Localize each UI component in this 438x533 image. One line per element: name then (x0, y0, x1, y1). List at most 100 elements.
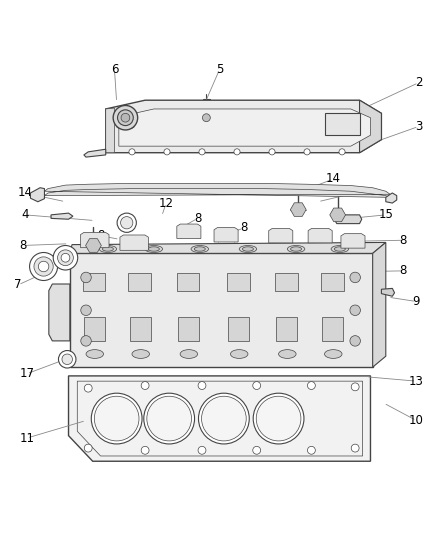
Text: 13: 13 (408, 375, 423, 387)
Bar (228, 317, 249, 341)
Polygon shape (51, 213, 73, 219)
Text: 9: 9 (412, 295, 419, 308)
Circle shape (146, 396, 191, 441)
Circle shape (84, 384, 92, 392)
Circle shape (253, 393, 303, 444)
Circle shape (268, 149, 275, 155)
Circle shape (117, 213, 136, 232)
Polygon shape (120, 235, 148, 251)
Polygon shape (381, 288, 394, 296)
Polygon shape (119, 109, 370, 146)
Circle shape (58, 351, 76, 368)
Ellipse shape (290, 247, 301, 251)
Circle shape (256, 396, 300, 441)
Circle shape (198, 446, 205, 454)
Circle shape (201, 396, 246, 441)
Circle shape (233, 149, 240, 155)
Ellipse shape (180, 350, 197, 358)
Bar (226, 273, 249, 290)
Circle shape (62, 354, 72, 365)
Ellipse shape (324, 350, 341, 358)
Polygon shape (44, 183, 389, 197)
Circle shape (252, 382, 260, 390)
Bar (275, 273, 297, 290)
Circle shape (81, 305, 91, 316)
Circle shape (113, 106, 138, 130)
Polygon shape (70, 243, 385, 253)
Circle shape (94, 396, 139, 441)
Polygon shape (372, 243, 385, 367)
Circle shape (163, 149, 170, 155)
Polygon shape (77, 381, 362, 456)
Text: 8: 8 (97, 229, 105, 243)
Bar (320, 273, 343, 290)
Bar (177, 317, 198, 341)
Circle shape (198, 149, 205, 155)
Polygon shape (84, 149, 106, 157)
Ellipse shape (99, 246, 117, 253)
Ellipse shape (278, 350, 295, 358)
Circle shape (307, 382, 314, 390)
Circle shape (84, 444, 92, 452)
Circle shape (91, 393, 142, 444)
Circle shape (38, 261, 49, 272)
Circle shape (350, 444, 358, 452)
Bar (130, 317, 150, 341)
Ellipse shape (102, 247, 113, 251)
Circle shape (349, 305, 360, 316)
Bar (82, 273, 105, 290)
Circle shape (121, 114, 130, 122)
Circle shape (34, 257, 53, 276)
Polygon shape (214, 228, 237, 242)
Polygon shape (106, 108, 114, 153)
Polygon shape (70, 253, 372, 367)
Polygon shape (333, 215, 361, 224)
Circle shape (61, 253, 70, 262)
Circle shape (303, 149, 309, 155)
Circle shape (350, 383, 358, 391)
Polygon shape (324, 114, 359, 135)
Polygon shape (106, 100, 381, 153)
Text: 2: 2 (414, 76, 421, 89)
Text: 3: 3 (414, 120, 421, 133)
Ellipse shape (191, 246, 208, 253)
Polygon shape (81, 232, 109, 248)
Ellipse shape (330, 246, 348, 253)
Circle shape (117, 110, 133, 126)
Circle shape (198, 382, 205, 390)
Polygon shape (30, 188, 44, 201)
Ellipse shape (132, 350, 149, 358)
Ellipse shape (230, 350, 247, 358)
Polygon shape (359, 100, 381, 153)
Text: 10: 10 (408, 414, 423, 427)
Circle shape (349, 336, 360, 346)
Polygon shape (385, 193, 396, 203)
Text: 17: 17 (19, 367, 34, 380)
Ellipse shape (145, 246, 162, 253)
Text: 8: 8 (19, 239, 26, 252)
Polygon shape (307, 229, 332, 243)
Circle shape (144, 393, 194, 444)
Ellipse shape (239, 246, 256, 253)
Polygon shape (340, 233, 364, 248)
Circle shape (198, 393, 249, 444)
Ellipse shape (148, 247, 159, 251)
Text: 8: 8 (399, 264, 406, 277)
Text: 14: 14 (17, 187, 32, 199)
Polygon shape (49, 284, 70, 341)
Circle shape (81, 272, 91, 282)
Ellipse shape (86, 350, 103, 358)
Circle shape (202, 114, 210, 122)
Circle shape (129, 149, 135, 155)
Bar (276, 317, 297, 341)
Polygon shape (268, 229, 292, 243)
Text: 6: 6 (110, 63, 118, 76)
Polygon shape (329, 208, 345, 222)
Ellipse shape (334, 247, 345, 251)
Circle shape (53, 246, 78, 270)
Polygon shape (177, 224, 201, 238)
Text: 8: 8 (194, 212, 201, 225)
Bar (84, 317, 105, 341)
Bar (176, 273, 199, 290)
Text: 7: 7 (14, 278, 22, 292)
